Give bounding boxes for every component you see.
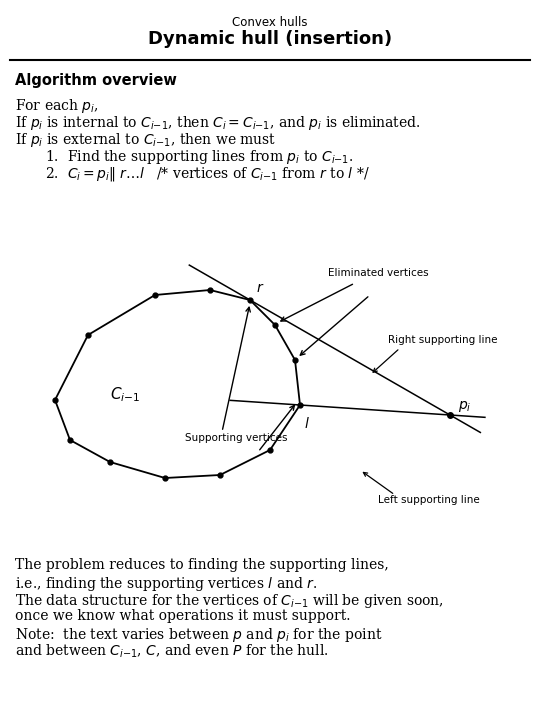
Text: Convex hulls: Convex hulls [232, 16, 308, 29]
Text: Right supporting line: Right supporting line [388, 335, 497, 345]
Text: and between $C_{i\mathrm{-}1}$, $C$, and even $P$ for the hull.: and between $C_{i\mathrm{-}1}$, $C$, and… [15, 643, 328, 660]
Text: Algorithm overview: Algorithm overview [15, 73, 177, 88]
Text: Eliminated vertices: Eliminated vertices [328, 268, 429, 278]
Text: For each $p_i$,: For each $p_i$, [15, 97, 98, 115]
Text: 2.  $C_i = p_i \| \; r \ldots l$   /* vertices of $C_{i\mathrm{-}1}$ from $r$ to: 2. $C_i = p_i \| \; r \ldots l$ /* verti… [45, 165, 370, 183]
Text: Supporting vertices: Supporting vertices [185, 433, 287, 443]
Text: The data structure for the vertices of $C_{i\mathrm{-}1}$ will be given soon,: The data structure for the vertices of $… [15, 592, 444, 610]
Text: $p_i$: $p_i$ [458, 400, 471, 415]
Text: If $p_i$ is internal to $C_{i\mathrm{-}1}$, then $C_i = C_{i\mathrm{-}1}$, and $: If $p_i$ is internal to $C_{i\mathrm{-}1… [15, 114, 421, 132]
Text: $l$: $l$ [304, 415, 310, 431]
Text: Dynamic hull (insertion): Dynamic hull (insertion) [148, 30, 392, 48]
Text: 1.  Find the supporting lines from $p_i$ to $C_{i\mathrm{-}1}$.: 1. Find the supporting lines from $p_i$ … [45, 148, 354, 166]
Text: once we know what operations it must support.: once we know what operations it must sup… [15, 609, 350, 623]
Text: Left supporting line: Left supporting line [378, 495, 480, 505]
Text: The problem reduces to finding the supporting lines,: The problem reduces to finding the suppo… [15, 558, 389, 572]
Text: $C_{i\mathrm{-}1}$: $C_{i\mathrm{-}1}$ [110, 386, 140, 405]
Text: $r$: $r$ [256, 281, 265, 295]
Text: If $p_i$ is external to $C_{i\mathrm{-}1}$, then we must: If $p_i$ is external to $C_{i\mathrm{-}1… [15, 131, 276, 149]
Text: Note:  the text varies between $p$ and $p_i$ for the point: Note: the text varies between $p$ and $p… [15, 626, 382, 644]
Text: i.e., finding the supporting vertices $l$ and $r$.: i.e., finding the supporting vertices $l… [15, 575, 317, 593]
